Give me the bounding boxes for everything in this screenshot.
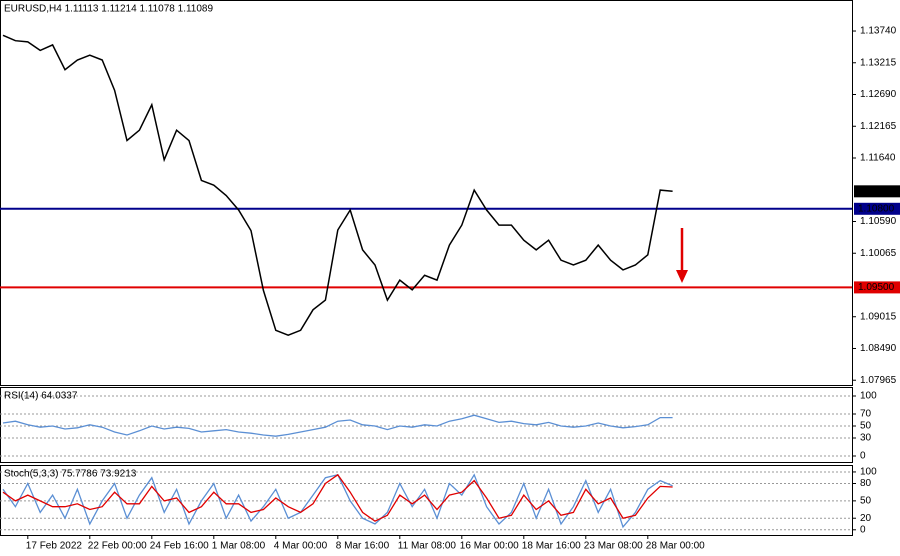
panel-title: EURUSD,H4 1.11113 1.11214 1.11078 1.1108… [4,4,213,15]
y-tick-label: 30 [860,433,872,444]
price-label-box [854,202,900,215]
price-label: 1.10800 [858,203,895,214]
price-label-box [854,185,900,198]
x-tick-label: 17 Feb 2022 [26,541,83,552]
y-tick-label: 20 [860,513,872,524]
y-tick-label: 1.07965 [860,375,897,386]
price-label: 1.09500 [858,282,895,293]
panel-title: RSI(14) 64.0337 [4,391,78,402]
y-tick-label: 1.10590 [860,216,897,227]
y-tick-label: 1.13215 [860,57,897,68]
x-tick-label: 11 Mar 08:00 [398,541,457,552]
x-tick-label: 28 Mar 00:00 [646,541,705,552]
y-tick-label: 100 [860,467,877,478]
x-tick-label: 16 Mar 00:00 [460,541,519,552]
y-tick-label: 1.13740 [860,26,897,37]
series-line [2,473,673,522]
series-line [2,414,673,437]
y-tick-label: 1.08490 [860,343,897,354]
y-tick-label: 70 [860,409,872,420]
y-tick-label: 100 [860,391,877,402]
series-line [2,34,673,337]
arrow-head [676,270,688,283]
price-label: 1.11089 [858,186,894,197]
panel-frame [0,0,853,386]
y-tick-label: 80 [860,478,872,489]
y-tick-label: 50 [860,421,872,432]
x-tick-label: 4 Mar 00:00 [274,541,328,552]
y-tick-label: 1.09015 [860,311,897,322]
y-tick-label: 0 [860,451,866,462]
x-tick-label: 24 Feb 16:00 [150,541,209,552]
price-label-box [854,281,900,294]
x-tick-label: 18 Mar 16:00 [522,541,581,552]
y-tick-label: 1.10065 [860,248,897,259]
y-tick-label: 1.11640 [860,153,896,164]
x-tick-label: 23 Mar 08:00 [584,541,643,552]
x-tick-label: 8 Mar 16:00 [336,541,390,552]
y-tick-label: 0 [860,524,866,535]
x-tick-label: 22 Feb 00:00 [88,541,147,552]
y-tick-label: 50 [860,496,872,507]
x-tick-label: 1 Mar 08:00 [212,541,266,552]
y-tick-label: 1.12165 [860,121,897,132]
panel-frame [0,387,853,463]
panel-title: Stoch(5,3,3) 75.7786 73.9213 [4,469,137,480]
y-tick-label: 1.12690 [860,89,897,100]
